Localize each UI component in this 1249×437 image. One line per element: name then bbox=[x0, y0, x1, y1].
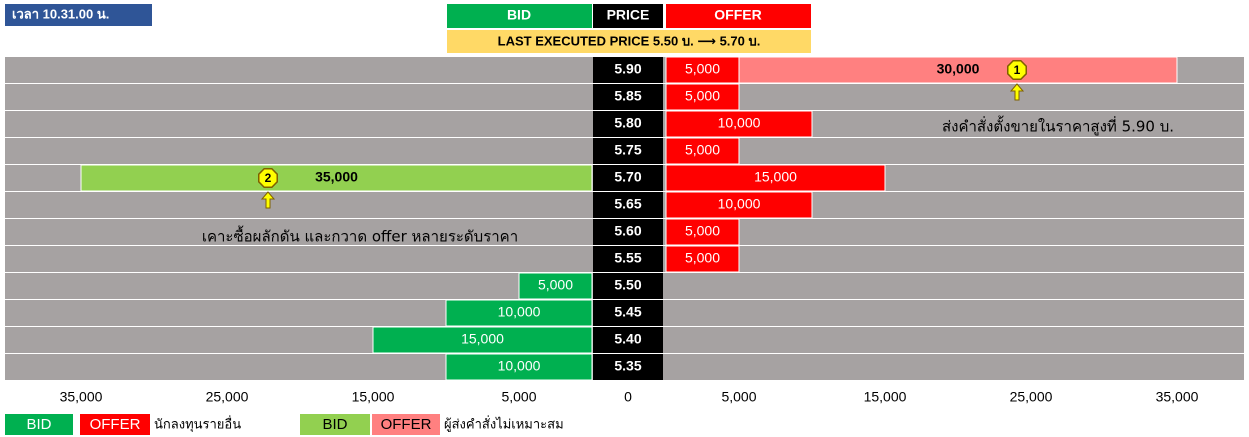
bar bbox=[665, 245, 740, 273]
legend-label: BID bbox=[322, 416, 347, 433]
bar bbox=[445, 353, 593, 381]
bar bbox=[518, 272, 593, 300]
price-cell bbox=[593, 327, 663, 353]
bar bbox=[445, 299, 593, 327]
badge bbox=[258, 168, 278, 188]
legend-label: OFFER bbox=[90, 416, 141, 433]
offer-header: OFFER bbox=[714, 7, 761, 23]
price-cell bbox=[593, 111, 663, 137]
bar-label: 10,000 bbox=[498, 304, 541, 320]
price-cell bbox=[593, 84, 663, 110]
bar-label: 15,000 bbox=[461, 331, 504, 347]
price-label: 5.60 bbox=[614, 223, 641, 239]
bar-label: 5,000 bbox=[685, 142, 720, 158]
price-label: 5.35 bbox=[614, 358, 641, 374]
price-label: 5.40 bbox=[614, 331, 641, 347]
bar bbox=[665, 218, 740, 246]
legend-group-label: นักลงทุนรายอื่น bbox=[154, 416, 241, 433]
price-cell bbox=[593, 165, 663, 191]
bid-header: BID bbox=[507, 7, 531, 23]
price-label: 5.55 bbox=[614, 250, 641, 266]
price-label: 5.45 bbox=[614, 304, 641, 320]
bar-label: 10,000 bbox=[498, 358, 541, 374]
time-box bbox=[5, 4, 152, 26]
chart-title: เวลา 10.31.00 น. bbox=[12, 6, 109, 21]
legend-swatch bbox=[5, 414, 73, 435]
price-label: 5.50 bbox=[614, 277, 641, 293]
bar-label: 5,000 bbox=[685, 61, 720, 77]
x-tick-label: 5,000 bbox=[721, 389, 756, 405]
bar bbox=[665, 164, 886, 192]
price-header-box bbox=[593, 4, 663, 28]
arrow bbox=[260, 191, 276, 209]
bar bbox=[665, 137, 740, 165]
price-cell bbox=[593, 246, 663, 272]
bar-label: 10,000 bbox=[718, 196, 761, 212]
bar-label: 5,000 bbox=[685, 250, 720, 266]
price-cell bbox=[593, 57, 663, 83]
legend-group-label: ผู้ส่งคำสั่งไม่เหมาะสม bbox=[444, 416, 564, 433]
bar bbox=[665, 110, 813, 138]
bar-label: 10,000 bbox=[718, 115, 761, 131]
arrow bbox=[1009, 83, 1025, 101]
price-cell bbox=[593, 273, 663, 299]
legend-label: OFFER bbox=[381, 416, 432, 433]
annotation-text: เคาะซื้อผลักดัน และกวาด offer หลายระดับร… bbox=[202, 226, 518, 246]
bar bbox=[665, 83, 740, 111]
bar bbox=[738, 56, 1178, 84]
x-tick-label: 5,000 bbox=[501, 389, 536, 405]
badge-label: 1 bbox=[1014, 63, 1021, 77]
legend-swatch bbox=[80, 414, 150, 435]
bar-label: 5,000 bbox=[685, 88, 720, 104]
legend-swatch bbox=[372, 414, 440, 435]
price-label: 5.80 bbox=[614, 115, 641, 131]
chart-subtitle: LAST EXECUTED PRICE 5.50 บ. ⟶ 5.70 บ. bbox=[498, 33, 761, 48]
price-header: PRICE bbox=[607, 7, 650, 23]
price-cell bbox=[593, 219, 663, 245]
bar-label: 5,000 bbox=[685, 223, 720, 239]
bar bbox=[372, 326, 593, 354]
price-cell bbox=[593, 300, 663, 326]
bar-label: 35,000 bbox=[315, 169, 358, 185]
x-tick-label: 35,000 bbox=[1156, 389, 1199, 405]
price-cell bbox=[593, 354, 663, 380]
legend-label: BID bbox=[26, 416, 51, 433]
price-label: 5.85 bbox=[614, 88, 641, 104]
price-label: 5.65 bbox=[614, 196, 641, 212]
x-tick-label: 25,000 bbox=[206, 389, 249, 405]
badge bbox=[1007, 60, 1027, 80]
subtitle-box bbox=[447, 30, 811, 53]
bar bbox=[665, 191, 813, 219]
x-tick-label: 25,000 bbox=[1010, 389, 1053, 405]
x-tick-label: 0 bbox=[624, 389, 632, 405]
legend-swatch bbox=[300, 414, 370, 435]
offer-header-box bbox=[666, 4, 811, 28]
price-cell bbox=[593, 138, 663, 164]
price-label: 5.70 bbox=[614, 169, 641, 185]
bar bbox=[80, 164, 593, 192]
bar-label: 5,000 bbox=[538, 277, 573, 293]
price-cell bbox=[593, 192, 663, 218]
annotation-text: ส่งคำสั่งตั้งขายในราคาสูงที่ 5.90 บ. bbox=[942, 116, 1174, 136]
x-tick-label: 15,000 bbox=[352, 389, 395, 405]
badge-label: 2 bbox=[265, 171, 272, 185]
x-tick-label: 35,000 bbox=[60, 389, 103, 405]
x-tick-label: 15,000 bbox=[864, 389, 907, 405]
price-label: 5.90 bbox=[614, 61, 641, 77]
bid-header-box bbox=[447, 4, 592, 28]
bar-label: 15,000 bbox=[754, 169, 797, 185]
bar bbox=[665, 56, 740, 84]
bar-label: 30,000 bbox=[937, 61, 980, 77]
price-label: 5.75 bbox=[614, 142, 641, 158]
